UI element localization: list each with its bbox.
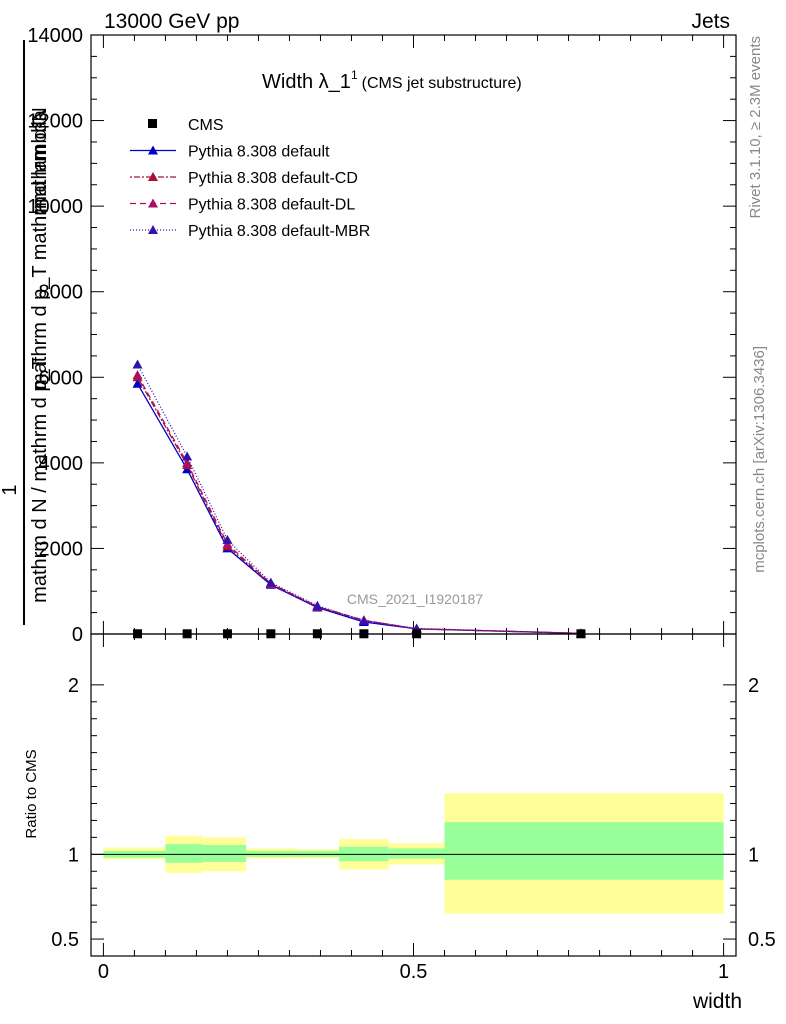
ratio-band-inner <box>165 844 203 863</box>
ratio-y-tick-label-right: 1 <box>748 844 759 866</box>
ratio-y-tick-label-right: 2 <box>748 675 759 697</box>
legend-label: Pythia 8.308 default-MBR <box>188 223 370 240</box>
ylabel-den: mathrm d N / mathrm d p_T <box>29 357 51 603</box>
legend-marker-cms <box>148 119 157 128</box>
plot-title: Width λ_11 (CMS jet substructure) <box>262 68 522 93</box>
y-tick-label: 2000 <box>39 538 84 560</box>
legend-label: Pythia 8.308 default-CD <box>188 170 358 187</box>
ratio-y-tick-label: 1 <box>68 844 79 866</box>
series-marker-3 <box>132 359 143 369</box>
y-tick-label: 10000 <box>27 196 83 218</box>
ylabel-frac: 1 <box>0 484 21 495</box>
main-panel: 0 2000 4000 6000 8000 10000 12000 14000 CMS Pythi… <box>27 25 737 646</box>
series-line-2 <box>136 374 581 635</box>
mcplots-label: mcplots.cern.ch [arXiv:1306.3436] <box>751 346 768 573</box>
y-axis-label: mathrm d²N mathrm d p_T mathrmd lambda 1… <box>0 40 51 625</box>
ratio-band-inner <box>388 848 445 859</box>
ratio-y-tick-label: 2 <box>68 675 79 697</box>
ylabel-mid: mathrm d p_T mathrmd lambda <box>29 109 51 390</box>
legend-label: CMS <box>188 117 224 134</box>
series-marker-3 <box>358 615 369 625</box>
ratio-band-inner <box>202 844 247 862</box>
legend-marker-3 <box>148 225 158 234</box>
header-right: Jets <box>691 10 730 33</box>
x-axis-label: width <box>692 990 742 1013</box>
series-marker-3 <box>265 577 276 587</box>
series-marker-2 <box>132 370 143 380</box>
ylabel-top: mathrm d²N <box>29 107 51 213</box>
watermark: CMS_2021_I1920187 <box>347 591 483 607</box>
series-marker-3 <box>222 534 233 544</box>
y-tick-label: 0 <box>72 624 83 646</box>
y-tick-label: 8000 <box>39 282 84 304</box>
legend-marker-2 <box>148 198 158 208</box>
y-tick-label: 6000 <box>39 367 84 389</box>
ratio-panel: 0.5 0.5 1 1 2 2 0 0.5 1 <box>51 633 776 983</box>
series-marker-2 <box>182 457 193 467</box>
rivet-label: Rivet 3.1.10, ≥ 2.3M events <box>747 36 764 219</box>
x-tick-label: 0 <box>98 961 109 983</box>
ratio-y-tick-label-right: 0.5 <box>748 929 776 951</box>
header-left: 13000 GeV pp <box>104 10 239 33</box>
series-marker-3 <box>182 451 193 461</box>
ratio-ylabel: Ratio to CMS <box>23 749 40 838</box>
y-tick-label: 14000 <box>27 25 83 47</box>
series-marker-3 <box>312 600 323 610</box>
x-tick-label: 1 <box>718 961 729 983</box>
legend-label: Pythia 8.308 default <box>188 144 330 161</box>
ratio-y-tick-label: 0.5 <box>51 929 79 951</box>
series-marker-0 <box>132 378 143 388</box>
y-tick-label: 4000 <box>39 453 84 475</box>
y-tick-label: 12000 <box>27 111 83 133</box>
legend-marker-1 <box>148 172 158 181</box>
x-tick-label: 0.5 <box>400 961 428 983</box>
ratio-band-inner <box>444 822 724 880</box>
legend-label: Pythia 8.308 default-DL <box>188 197 355 214</box>
ratio-frame <box>90 633 737 957</box>
legend-marker-0 <box>148 145 158 155</box>
